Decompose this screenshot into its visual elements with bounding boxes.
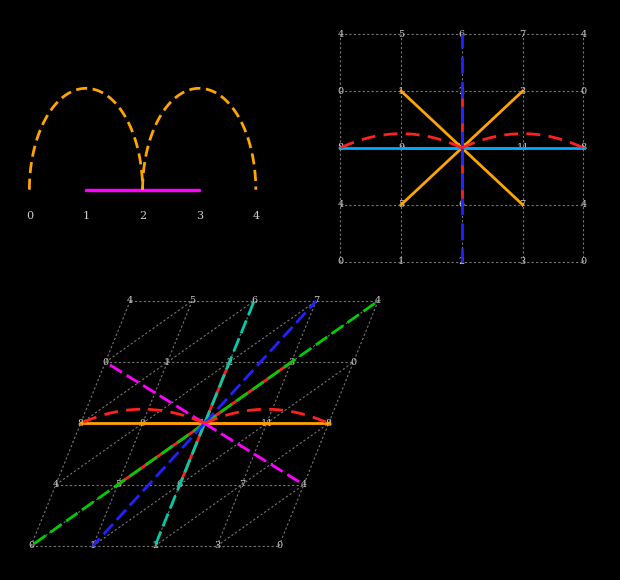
Text: 0: 0 [276,541,282,550]
Text: 0: 0 [26,211,33,221]
Text: 2: 2 [139,211,146,221]
Text: 4: 4 [375,296,381,306]
Text: 7: 7 [520,200,526,209]
Text: 4: 4 [53,480,59,489]
Text: 3: 3 [196,211,203,221]
Text: 9: 9 [398,143,404,153]
Text: 8: 8 [78,419,84,428]
Text: 7: 7 [313,296,319,306]
Text: 0: 0 [580,257,587,266]
Text: 1: 1 [82,211,89,221]
Text: 5: 5 [398,200,404,209]
Text: 0: 0 [350,358,356,367]
Text: 6: 6 [459,30,465,39]
Text: 9: 9 [140,419,146,428]
Text: 4: 4 [337,200,343,209]
Text: 8: 8 [337,143,343,153]
Text: 4: 4 [127,296,133,306]
Text: 1: 1 [164,358,171,367]
Text: 3: 3 [520,86,526,96]
Text: 8: 8 [580,143,587,153]
Text: 11: 11 [260,419,273,428]
Text: 5: 5 [189,296,195,306]
Text: 2: 2 [226,358,232,367]
Text: 7: 7 [520,30,526,39]
Text: 0: 0 [580,86,587,96]
Text: 3: 3 [520,257,526,266]
Text: 10: 10 [456,143,468,153]
Text: 4: 4 [580,30,587,39]
Text: 5: 5 [115,480,121,489]
Text: 6: 6 [459,200,465,209]
Text: 4: 4 [580,200,587,209]
Text: 5: 5 [398,30,404,39]
Text: 6: 6 [177,480,183,489]
Text: 3: 3 [214,541,220,550]
Text: 6: 6 [251,296,257,306]
Text: 4: 4 [252,211,259,221]
Text: 2: 2 [152,541,158,550]
Text: 11: 11 [516,143,529,153]
Text: 0: 0 [337,86,343,96]
Text: 4: 4 [337,30,343,39]
Text: 1: 1 [90,541,96,550]
Text: 0: 0 [102,358,108,367]
Text: 1: 1 [398,86,404,96]
Text: 1: 1 [398,257,404,266]
Text: 4: 4 [301,480,307,489]
Text: 2: 2 [459,86,465,96]
Text: 8: 8 [326,419,332,428]
Text: 7: 7 [239,480,245,489]
Text: 0: 0 [28,541,34,550]
Text: 0: 0 [337,257,343,266]
Text: 10: 10 [198,419,211,428]
Text: 2: 2 [459,257,465,266]
Text: 3: 3 [288,358,294,367]
